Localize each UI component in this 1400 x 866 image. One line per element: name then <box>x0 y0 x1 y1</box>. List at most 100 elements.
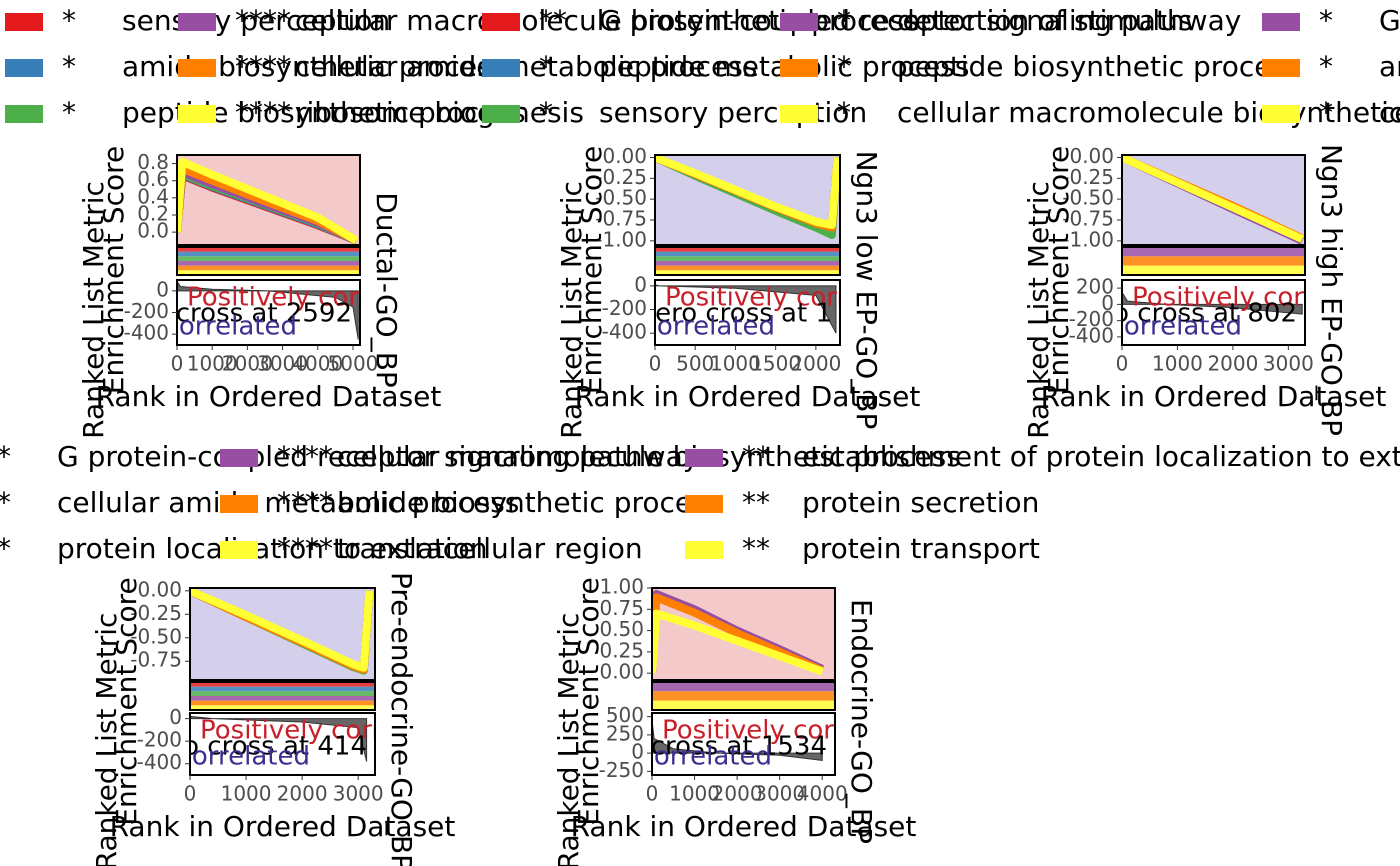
x-axis-label: Rank in Ordered Dataset <box>110 810 456 843</box>
hit-band <box>177 270 360 275</box>
hit-band <box>655 270 840 275</box>
hit-band <box>177 256 360 261</box>
hit-band <box>177 251 360 257</box>
legend-swatch <box>780 13 818 31</box>
y2-tick-label: 250 <box>606 721 644 745</box>
legend-label: sensory perception <box>599 96 867 129</box>
legend-label: amide biosynthetic process <box>337 486 721 519</box>
x-axis-label: Rank in Ordered Dataset <box>1041 380 1387 413</box>
x-tick-label: 2000 <box>277 782 328 806</box>
y2-tick-label: -250 <box>599 758 644 782</box>
legend-swatch <box>685 449 723 467</box>
y-tick-label: 0.25 <box>599 638 644 662</box>
hit-band <box>655 261 840 266</box>
es-line <box>177 157 359 245</box>
legend-label: ribosome biogenesis <box>295 96 584 129</box>
y2-tick-label: 500 <box>606 703 644 727</box>
legend-significance: **** <box>235 4 291 37</box>
panel-title: Ngn3 high EP-GO_BP <box>1315 144 1348 436</box>
y-tick-label: 0.8 <box>137 150 169 174</box>
panel: ** establishment of protein localization … <box>492 440 1400 866</box>
y-axis-label: Enrichment Score <box>1042 146 1075 394</box>
panel: * G protein-coupled receptor signaling pa… <box>1022 4 1400 439</box>
y-tick-label: -1.00 <box>1062 227 1114 251</box>
x-tick-label: 3000 <box>1263 352 1314 376</box>
legend-label: peptide biosynthetic process <box>897 50 1301 83</box>
y2-tick-label: 0 <box>634 272 647 296</box>
annotation-negative: Negatively correlated <box>492 742 772 772</box>
legend-significance: **** <box>277 532 333 565</box>
es-lines <box>190 588 374 675</box>
x-tick-label: 2000 <box>712 782 763 806</box>
es-frame <box>651 587 836 681</box>
annotation-zero-cross: Zero cross at 802 <box>1069 299 1297 329</box>
legend-swatch <box>780 105 818 123</box>
hit-frame <box>651 681 836 711</box>
legend-swatch <box>220 449 258 467</box>
y2-tick-label: 0 <box>156 277 169 301</box>
legend-swatch <box>685 495 723 513</box>
legend-label: cellular amide metabolic process <box>57 486 519 519</box>
annotation-positive: Positively correlated <box>187 283 451 313</box>
legend-significance: * <box>0 486 11 519</box>
y2-tick-label: 200 <box>1076 275 1114 299</box>
y-tick-label: -0.50 <box>1062 186 1114 210</box>
y2-axis-label: Ranked List Metric <box>77 181 110 439</box>
annotation-negative: Negatively correlated <box>17 312 297 342</box>
legend-label: protein secretion <box>802 486 1039 519</box>
x-axis-label: Rank in Ordered Dataset <box>96 380 442 413</box>
annotation-zero-cross: Zero cross at 2592 <box>108 299 352 329</box>
legend-label: G protein-coupled receptor signaling pat… <box>1379 4 1400 37</box>
panel: ** G protein-coupled receptor signaling p… <box>482 4 1400 439</box>
x-tick-label: 4000 <box>797 782 848 806</box>
y2-axis-label: Ranked List Metric <box>90 613 123 866</box>
panel-title: Endocrine-GO_BP <box>845 599 878 844</box>
legend-swatch <box>220 541 258 559</box>
y2-tick-label: -400 <box>124 321 169 345</box>
legend-significance: * <box>1319 96 1333 129</box>
y-axis-label: Enrichment Score <box>572 577 605 825</box>
y2-tick-label: -200 <box>124 299 169 323</box>
panel-title: Pre-endocrine-GO_BP <box>385 572 418 866</box>
y-tick-label: 0.00 <box>1069 144 1114 168</box>
y-tick-label: 1.00 <box>599 575 644 599</box>
legend-label: cellular macromolecule biosynthetic proc… <box>337 440 961 473</box>
x-tick-label: 1000 <box>669 782 720 806</box>
x-tick-label: 0 <box>646 782 659 806</box>
legend-swatch <box>482 105 520 123</box>
annotation-zero-cross: Zero cross at 1534 <box>583 732 827 762</box>
legend-swatch <box>685 541 723 559</box>
panel: * G protein-coupled receptor signaling pa… <box>0 440 961 866</box>
x-tick-label: 2000 <box>1207 352 1258 376</box>
panel-title: Ductal-GO_BP <box>370 192 403 388</box>
x-tick-label: 1000 <box>1152 352 1203 376</box>
y-tick-label: 0.2 <box>137 202 169 226</box>
x-tick-label: 1000 <box>187 352 238 376</box>
legend-significance: **** <box>277 440 333 473</box>
hit-band <box>655 265 840 271</box>
es-line <box>190 588 374 672</box>
es-line <box>1122 155 1304 243</box>
x-tick-label: 1500 <box>750 352 801 376</box>
legend-label: amide biosynthetic process <box>1379 50 1400 83</box>
annotation-positive: Positively correlated <box>665 283 929 313</box>
annotation-positive: Positively correlated <box>1132 283 1396 313</box>
y2-axis-label: Ranked List Metric <box>1022 181 1055 439</box>
y2-tick-label: -200 <box>1069 307 1114 331</box>
legend-swatch <box>178 59 216 77</box>
legend-swatch <box>5 105 43 123</box>
y2-axis-label: Ranked List Metric <box>555 181 588 439</box>
x-tick-label: 5000 <box>328 352 379 376</box>
x-tick-label: 500 <box>676 352 714 376</box>
annotation-zero-cross: Zero cross at 414 <box>139 732 367 762</box>
legend-label: cellular amide metabolic process <box>295 50 757 83</box>
panel: * sensory perception* amide biosynthetic p… <box>5 4 919 439</box>
annotation-zero-cross: Zero cross at 1 <box>637 299 832 329</box>
legend-label: establishment of protein localization to… <box>802 440 1400 473</box>
es-lines <box>177 157 359 245</box>
es-frame <box>189 587 376 681</box>
annotation-negative: Negatively correlated <box>30 742 310 772</box>
y2-tick-label: -400 <box>1069 323 1114 347</box>
legend-significance: * <box>0 532 11 565</box>
hit-band <box>1122 247 1305 257</box>
